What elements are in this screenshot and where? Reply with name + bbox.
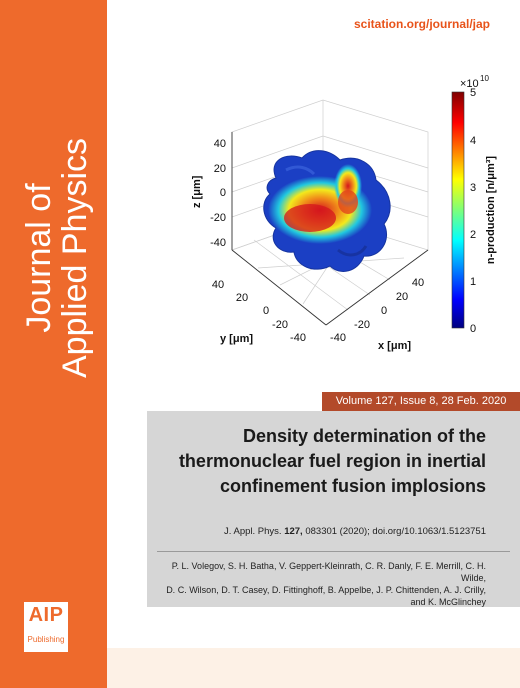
y-tick: 0 <box>263 305 269 317</box>
divider <box>157 551 510 552</box>
colorbar-tick: 3 <box>470 182 476 194</box>
colorbar-tick: 0 <box>470 323 476 335</box>
x-tick: 40 <box>412 277 424 289</box>
aip-publishing-logo: AIP Publishing <box>24 602 68 652</box>
y-tick: 20 <box>236 292 248 304</box>
z-tick: 40 <box>214 138 226 150</box>
x-tick: 20 <box>396 291 408 303</box>
article-title[interactable]: Density determination of the thermonucle… <box>146 424 486 499</box>
z-tick: -40 <box>210 237 226 249</box>
journal-url[interactable]: scitation.org/journal/jap <box>353 17 490 31</box>
journal-spine: Journal of Applied Physics AIP Publishin… <box>0 0 107 688</box>
journal-title-line2: Applied Physics <box>56 138 94 379</box>
bottom-band <box>107 648 520 688</box>
publishing-logo-text: Publishing <box>27 635 65 644</box>
authors-line2: D. C. Wilson, D. T. Casey, D. Fittinghof… <box>166 585 486 595</box>
z-tick: 20 <box>214 163 226 175</box>
authors-line3: and K. McGlinchey <box>410 597 486 607</box>
colorbar-multiplier: ×10 <box>460 78 479 90</box>
citation-doi: 083301 (2020); doi.org/10.1063/1.5123751 <box>302 526 486 537</box>
article-title-line3: confinement fusion implosions <box>219 476 486 496</box>
x-tick: -40 <box>330 332 346 344</box>
colorbar-label: n-production [n/μm³] <box>485 156 497 264</box>
z-axis-label: z [μm] <box>191 175 203 208</box>
colorbar-tick: 2 <box>470 229 476 241</box>
z-tick: 0 <box>220 187 226 199</box>
x-tick: -20 <box>354 319 370 331</box>
y-tick: -20 <box>272 319 288 331</box>
colorbar <box>451 91 465 329</box>
author-list: P. L. Volegov, S. H. Batha, V. Geppert-K… <box>146 560 486 608</box>
aip-logo-text: AIP <box>28 604 64 626</box>
colorbar-tick: 4 <box>470 135 476 147</box>
article-title-line2: thermonuclear fuel region in inertial <box>178 451 486 471</box>
authors-line1: P. L. Volegov, S. H. Batha, V. Geppert-K… <box>171 561 486 583</box>
cover-figure: 40 20 0 -20 -40 z [μm] 40 20 0 -20 -40 y… <box>191 74 497 352</box>
axes-frame <box>231 132 429 326</box>
isosurface <box>263 150 391 272</box>
journal-title-line1: Journal of <box>20 183 58 333</box>
volume-issue-bar: Volume 127, Issue 8, 28 Feb. 2020 <box>322 392 520 411</box>
z-tick: -20 <box>210 212 226 224</box>
colorbar-exponent: 10 <box>480 74 489 83</box>
article-citation[interactable]: J. Appl. Phys. 127, 083301 (2020); doi.o… <box>224 526 486 537</box>
y-tick: 40 <box>212 279 224 291</box>
citation-journal: J. Appl. Phys. <box>224 526 285 537</box>
colorbar-tick: 5 <box>470 87 476 99</box>
x-axis-label: x [μm] <box>378 340 411 352</box>
journal-title: Journal of Applied Physics <box>7 68 107 448</box>
citation-volume: 127, <box>284 526 303 537</box>
y-axis-label: y [μm] <box>220 333 253 345</box>
x-tick: 0 <box>381 305 387 317</box>
y-tick: -40 <box>290 332 306 344</box>
colorbar-tick: 1 <box>470 276 476 288</box>
article-info-panel: Density determination of the thermonucle… <box>147 411 520 607</box>
article-title-line1: Density determination of the <box>242 426 486 446</box>
